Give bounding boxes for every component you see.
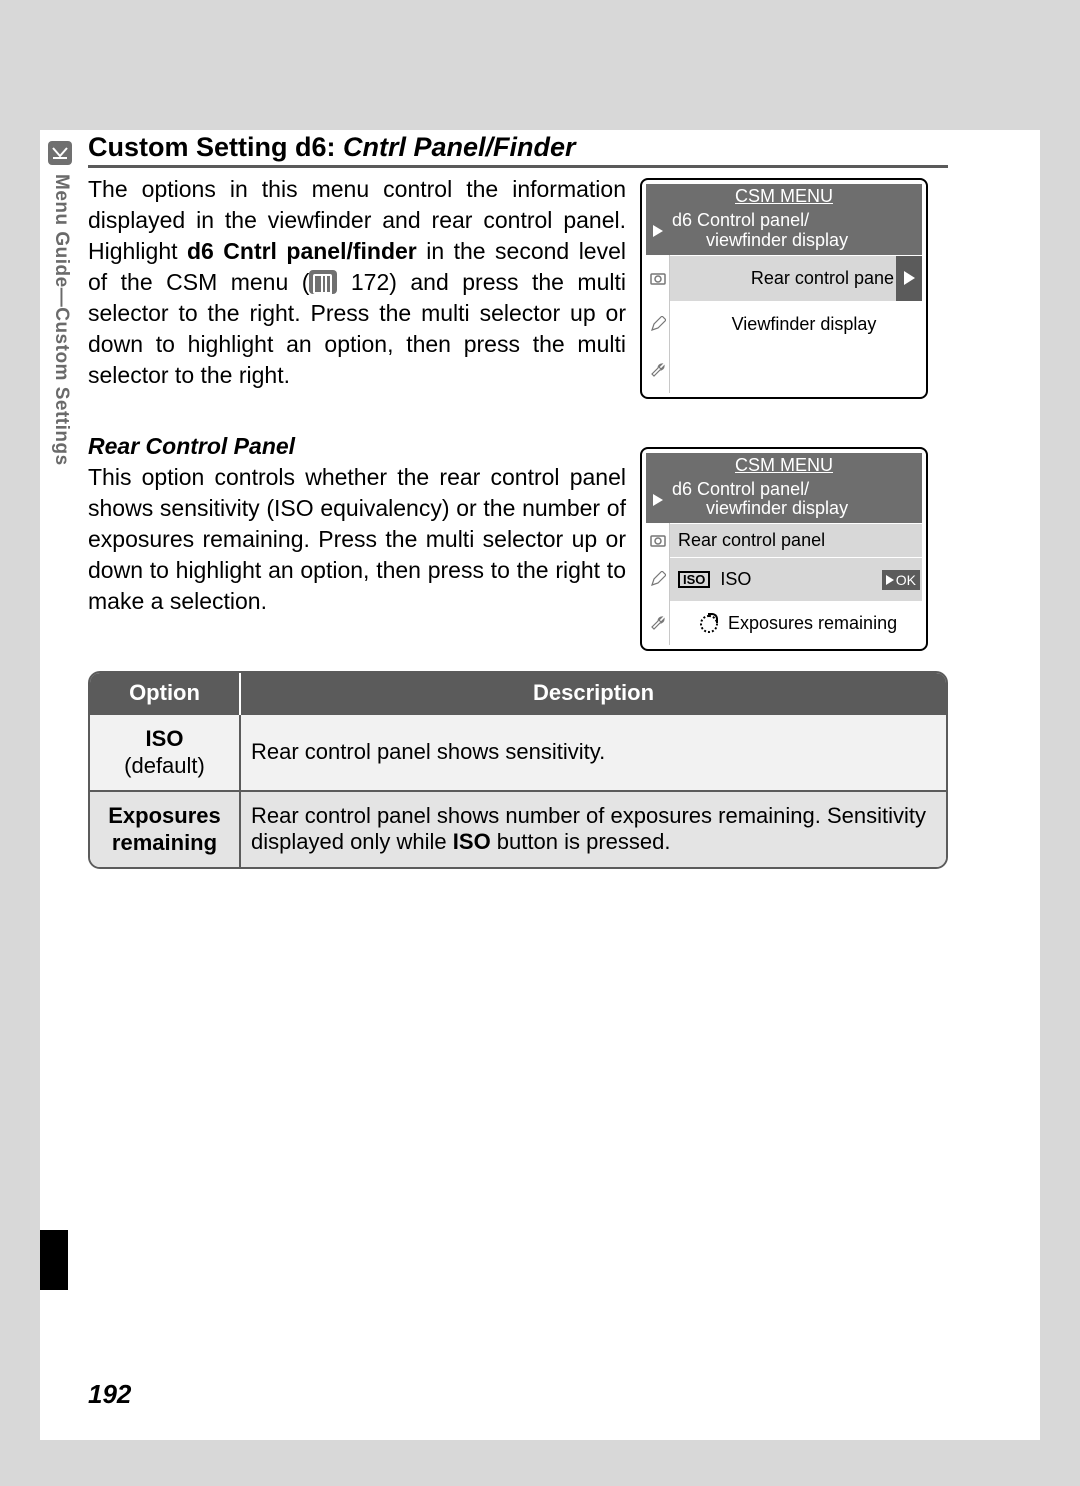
menu1-item-vf: Viewfinder display — [670, 301, 922, 347]
menu2-iso-label: ISO — [720, 569, 751, 590]
options-header-desc: Description — [240, 673, 946, 714]
opt-exp: Exposures remaining — [90, 791, 240, 867]
menu1-left-top — [646, 209, 670, 253]
menu2-play-icon — [646, 478, 670, 522]
heading-italic: Cntrl Panel/Finder — [343, 132, 576, 162]
desc-exp: Rear control panel shows number of expos… — [240, 791, 946, 867]
side-icon — [47, 140, 73, 166]
menu1-arrow-icon — [896, 256, 922, 301]
csm-menu-2: CSM MENU d6 Control panel/ viewfinder di… — [640, 447, 928, 652]
menu2-sub1: d6 Control panel/ — [672, 479, 809, 499]
options-header-row: Option Description — [90, 673, 946, 714]
menu2-subtitle: d6 Control panel/ viewfinder display — [646, 478, 922, 524]
menu2-title: CSM MENU — [646, 453, 922, 478]
menu1-item2-label: Viewfinder display — [732, 314, 877, 335]
subheading: Rear Control Panel — [88, 433, 626, 460]
page-ref-icon — [309, 270, 337, 294]
heading-fixed: Custom Setting d6: — [88, 132, 343, 162]
opt-iso: ISO (default) — [90, 714, 240, 791]
menu1-item1-label: Rear control pane — [751, 268, 894, 289]
camera-icon — [646, 523, 670, 557]
heading-underline — [88, 165, 948, 168]
manual-page: Menu Guide—Custom Settings Custom Settin… — [40, 130, 1040, 1440]
ok-text: OK — [896, 572, 916, 588]
p1-bold: d6 Cntrl panel/finder — [187, 238, 417, 264]
menu1-item-rear: Rear control pane — [670, 255, 922, 301]
wrench-icon — [646, 347, 670, 393]
paragraph-1: The options in this menu control the inf… — [88, 174, 626, 391]
para1-col: The options in this menu control the inf… — [88, 174, 626, 399]
row-2: Rear Control Panel This option controls … — [88, 417, 948, 652]
menu1-sub-text: d6 Control panel/ viewfinder display — [670, 209, 848, 255]
menu2-crumb: Rear control panel — [670, 523, 922, 557]
options-row-iso: ISO (default) Rear control panel shows s… — [90, 714, 946, 791]
menu2-body: Rear control panel ISO ISO OK Exposures … — [646, 523, 922, 645]
menu1-left-icons — [646, 255, 670, 393]
row-1: The options in this menu control the inf… — [88, 174, 948, 399]
options-row-exp: Exposures remaining Rear control panel s… — [90, 791, 946, 867]
menu2-left-top — [646, 478, 670, 522]
options-header-option: Option — [90, 673, 240, 714]
menu1-items: Rear control pane Viewfinder display — [670, 255, 922, 393]
menu2-exp-item: Exposures remaining — [670, 601, 922, 645]
section-heading: Custom Setting d6: Cntrl Panel/Finder — [88, 130, 948, 163]
paragraph-2: This option controls whether the rear co… — [88, 462, 626, 617]
pencil-icon — [646, 557, 670, 601]
exposures-icon — [700, 615, 718, 633]
opt-exp-bold: Exposures remaining — [108, 803, 221, 856]
menu2-sub-text: d6 Control panel/ viewfinder display — [670, 478, 848, 524]
menu1-sub1: d6 Control panel/ — [672, 210, 809, 230]
iso-tag-icon: ISO — [678, 571, 710, 588]
ok-badge: OK — [882, 570, 920, 590]
menu2-crumb-label: Rear control panel — [678, 530, 825, 551]
menu1-col: CSM MENU d6 Control panel/ viewfinder di… — [640, 174, 928, 399]
page-number: 192 — [88, 1379, 131, 1410]
menu1-play-icon — [646, 209, 670, 253]
menu2-items: Rear control panel ISO ISO OK Exposures … — [670, 523, 922, 645]
wrench-icon — [646, 601, 670, 645]
side-label: Menu Guide—Custom Settings — [50, 174, 72, 466]
para2-col: Rear Control Panel This option controls … — [88, 417, 626, 652]
desc-exp-bold: ISO — [453, 829, 491, 854]
desc-exp-b: button is pressed. — [491, 829, 671, 854]
menu2-left-icons — [646, 523, 670, 645]
opt-iso-sub: (default) — [124, 753, 205, 778]
csm-menu-1: CSM MENU d6 Control panel/ viewfinder di… — [640, 178, 928, 399]
menu1-item-blank — [670, 347, 922, 393]
menu2-iso-item: ISO ISO OK — [670, 557, 922, 601]
pencil-icon — [646, 301, 670, 347]
menu2-col: CSM MENU d6 Control panel/ viewfinder di… — [640, 417, 928, 652]
options-table-el: Option Description ISO (default) Rear co… — [90, 673, 946, 867]
p1-ref: 172 — [351, 269, 389, 295]
menu2-sub2: viewfinder display — [672, 499, 848, 519]
camera-icon — [646, 255, 670, 301]
menu1-sub2: viewfinder display — [672, 231, 848, 251]
menu1-title: CSM MENU — [646, 184, 922, 209]
menu2-exp-label: Exposures remaining — [728, 613, 897, 634]
options-table: Option Description ISO (default) Rear co… — [88, 671, 948, 869]
content-area: Custom Setting d6: Cntrl Panel/Finder Th… — [88, 130, 948, 869]
side-tab — [40, 1230, 68, 1290]
opt-iso-bold: ISO — [146, 726, 184, 751]
side-column: Menu Guide—Custom Settings — [40, 140, 80, 510]
menu1-subtitle: d6 Control panel/ viewfinder display — [646, 209, 922, 255]
desc-iso: Rear control panel shows sensitivity. — [240, 714, 946, 791]
menu1-body: Rear control pane Viewfinder display — [646, 255, 922, 393]
